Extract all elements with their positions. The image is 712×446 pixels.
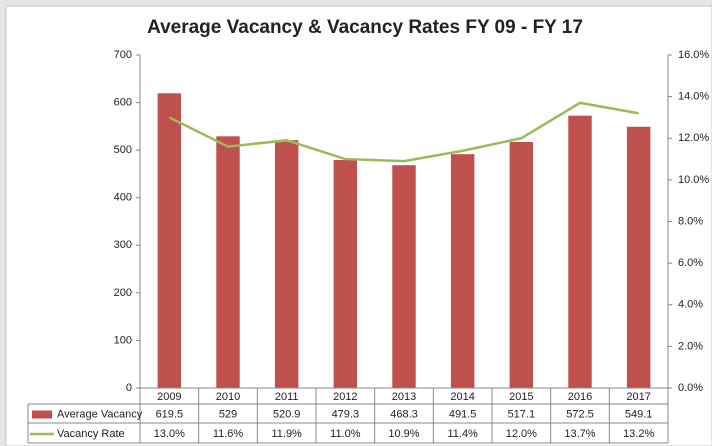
data-table-value: 520.9 (273, 408, 301, 420)
data-table-value: 13.2% (623, 428, 654, 440)
bar (216, 136, 240, 388)
y-tick-label: 0 (126, 382, 132, 394)
data-table-value: 619.5 (156, 408, 184, 420)
legend-label: Average Vacancy (57, 408, 143, 420)
data-table-value: 12.0% (506, 428, 537, 440)
y-tick-label: 100 (114, 334, 132, 346)
y2-tick-label: 2.0% (678, 340, 703, 352)
x-tick-label: 2016 (568, 391, 592, 403)
x-tick-label: 2014 (450, 391, 474, 403)
y2-tick-label: 6.0% (678, 257, 703, 269)
data-table-value: 13.0% (154, 428, 185, 440)
bar (333, 159, 358, 388)
chart-title: Average Vacancy & Vacancy Rates FY 09 - … (147, 17, 583, 38)
y2-tick-label: 12.0% (678, 132, 709, 144)
data-table-value: 479.3 (332, 408, 360, 420)
legend-key (32, 410, 52, 419)
data-table-value: 491.5 (449, 408, 477, 420)
y-tick-label: 200 (114, 287, 132, 299)
bar (274, 140, 299, 388)
y-tick-label: 400 (114, 192, 132, 204)
bar (626, 126, 651, 389)
data-table-value: 11.0% (330, 428, 361, 440)
y2-tick-label: 0.0% (678, 382, 703, 394)
data-table-value: 10.9% (388, 428, 419, 440)
y2-tick-label: 4.0% (678, 299, 703, 311)
data-table-value: 11.6% (213, 428, 244, 440)
data-table-value: 468.3 (390, 408, 418, 420)
y2-tick-label: 10.0% (678, 174, 709, 186)
x-tick-label: 2015 (509, 391, 533, 403)
x-tick-label: 2017 (626, 391, 650, 403)
bar (568, 115, 592, 389)
line (168, 101, 639, 163)
chart-area (5, 5, 712, 446)
y2-tick-label: 14.0% (678, 91, 709, 103)
y-tick-label: 600 (114, 96, 132, 108)
data-table-value: 549.1 (625, 408, 653, 420)
x-tick-label: 2010 (216, 391, 240, 403)
y2-tick-label: 8.0% (678, 215, 703, 227)
x-tick-label: 2009 (157, 391, 181, 403)
legend-label: Vacancy Rate (57, 428, 125, 440)
data-table-value: 572.5 (566, 408, 594, 420)
bar (157, 93, 182, 389)
x-tick-label: 2011 (275, 391, 299, 403)
bar (392, 165, 416, 388)
data-table-value: 517.1 (508, 408, 536, 420)
y2-tick-label: 16.0% (678, 49, 709, 61)
data-table-value: 529 (219, 408, 237, 420)
y-tick-label: 700 (114, 49, 132, 61)
y-tick-label: 500 (114, 144, 132, 156)
data-table-value: 13.7% (564, 428, 595, 440)
data-table-value: 11.9% (271, 428, 302, 440)
bar (509, 142, 534, 388)
data-table-value: 11.4% (447, 428, 478, 440)
y-tick-label: 300 (114, 239, 132, 251)
x-tick-label: 2013 (392, 391, 416, 403)
bar (450, 154, 475, 388)
x-tick-label: 2012 (333, 391, 357, 403)
